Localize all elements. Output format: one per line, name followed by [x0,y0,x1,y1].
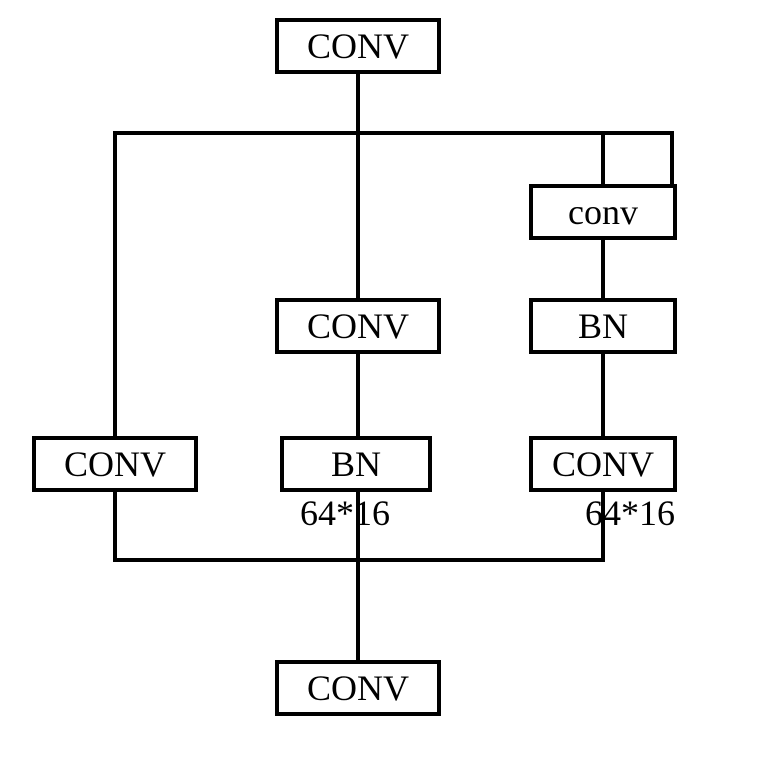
node-label: CONV [307,308,409,344]
edge-fork-to-right-v1 [670,131,674,184]
edge-rightconv-to-bn [601,240,605,298]
edge-merge-horizontal [113,558,605,562]
node-top-conv: CONV [275,18,441,74]
node-right-conv2: CONV [529,436,677,492]
node-label: conv [568,194,638,230]
diagram-canvas: CONV conv CONV BN CONV BN CONV CONV 64*1… [0,0,758,782]
node-bottom-conv: CONV [275,660,441,716]
node-mid-bn: BN [280,436,432,492]
edge-rightbn-to-conv [601,354,605,436]
node-label: BN [331,446,381,482]
annotation-dim-right: 64*16 [585,495,675,531]
node-right-conv1: conv [529,184,677,240]
node-label: CONV [307,670,409,706]
node-label: CONV [64,446,166,482]
node-mid-conv: CONV [275,298,441,354]
edge-left-to-merge-v [113,492,117,560]
annotation-dim-mid: 64*16 [300,495,390,531]
node-label: CONV [552,446,654,482]
edge-midconv-to-bn [356,354,360,436]
node-right-bn: BN [529,298,677,354]
edge-fork-to-right-v2 [601,131,605,184]
node-left-conv: CONV [32,436,198,492]
edge-fork-to-left-v [113,131,117,436]
edge-fork-horizontal [113,131,674,135]
edge-top-to-fork-v [356,74,360,298]
node-label: BN [578,308,628,344]
node-label: CONV [307,28,409,64]
